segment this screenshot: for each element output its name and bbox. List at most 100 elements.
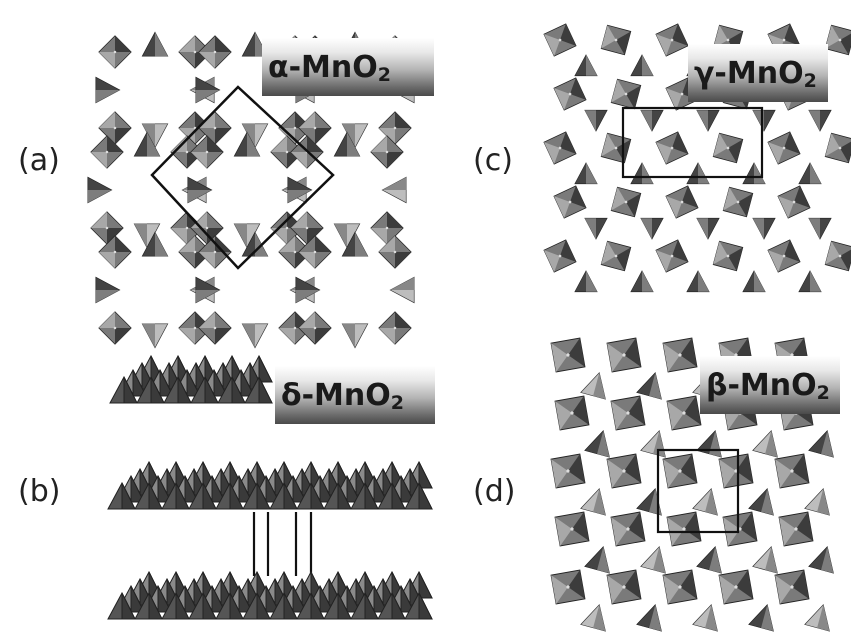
octahedron xyxy=(547,71,593,117)
octahedron xyxy=(686,270,710,293)
octahedron xyxy=(592,16,640,64)
octahedron xyxy=(132,369,147,397)
panel-label-a: (a) xyxy=(18,143,60,178)
octahedron xyxy=(229,482,244,510)
octahedron xyxy=(537,233,583,279)
octahedron xyxy=(141,323,169,349)
panel-label-d: (d) xyxy=(473,474,516,509)
octahedron xyxy=(121,592,136,620)
octahedron xyxy=(704,232,752,280)
octahedron xyxy=(592,124,640,172)
octahedron xyxy=(580,600,613,632)
octahedron xyxy=(378,311,412,345)
octahedron xyxy=(630,270,654,293)
octahedron xyxy=(121,482,136,510)
octahedron xyxy=(241,323,269,349)
panel-label-b: (b) xyxy=(18,474,61,509)
octahedron xyxy=(537,17,583,63)
octahedron xyxy=(391,482,406,510)
octahedron xyxy=(265,585,280,613)
octahedron xyxy=(211,475,226,503)
octahedron xyxy=(198,311,232,345)
octahedron xyxy=(141,31,169,57)
octahedron xyxy=(804,484,837,516)
octahedron xyxy=(686,162,710,185)
octahedron xyxy=(584,542,617,574)
octahedron xyxy=(630,162,654,185)
octahedron xyxy=(150,376,165,404)
octahedron xyxy=(198,35,232,69)
octahedron xyxy=(640,426,673,458)
octahedron xyxy=(148,592,163,620)
octahedron xyxy=(798,270,822,293)
octahedron xyxy=(584,109,608,132)
octahedron xyxy=(95,76,121,104)
octahedron xyxy=(752,109,776,132)
octahedron xyxy=(692,600,725,632)
delta-mno2-interlayer-bonds xyxy=(252,512,313,576)
octahedron xyxy=(256,482,271,510)
octahedron xyxy=(148,482,163,510)
octahedron xyxy=(748,484,781,516)
octahedron xyxy=(298,311,332,345)
octahedron xyxy=(761,125,807,171)
octahedron xyxy=(310,592,325,620)
octahedron xyxy=(418,482,433,510)
octahedron xyxy=(636,600,669,632)
octahedron xyxy=(574,162,598,185)
octahedron xyxy=(95,276,121,304)
octahedron xyxy=(177,376,192,404)
octahedron xyxy=(547,179,593,225)
octahedron xyxy=(636,484,669,516)
octahedron xyxy=(584,217,608,240)
octahedron xyxy=(319,585,334,613)
octahedron xyxy=(696,217,720,240)
phase-label-gamma: γ-MnO 2 xyxy=(688,44,828,102)
octahedron xyxy=(584,426,617,458)
octahedron xyxy=(337,592,352,620)
alpha-unit-cell xyxy=(150,85,335,270)
octahedron xyxy=(808,217,832,240)
octahedron xyxy=(256,592,271,620)
octahedron xyxy=(123,376,138,404)
delta-mno2-layer-upper xyxy=(107,460,433,510)
octahedron xyxy=(804,600,837,632)
octahedron xyxy=(649,125,695,171)
beta-unit-cell xyxy=(656,448,740,534)
gamma-unit-cell xyxy=(621,106,764,179)
octahedron xyxy=(696,426,729,458)
octahedron xyxy=(742,270,766,293)
octahedron xyxy=(594,325,654,385)
delta-mno2-layer-top-preview xyxy=(109,354,273,404)
octahedron xyxy=(640,109,664,132)
octahedron xyxy=(229,592,244,620)
octahedron xyxy=(175,482,190,510)
octahedron xyxy=(381,176,407,204)
octahedron xyxy=(204,376,219,404)
octahedron xyxy=(771,179,817,225)
octahedron xyxy=(310,482,325,510)
octahedron xyxy=(418,592,433,620)
octahedron xyxy=(346,585,361,613)
octahedron xyxy=(808,542,841,574)
octahedron xyxy=(130,475,145,503)
octahedron xyxy=(341,323,369,349)
octahedron xyxy=(752,542,785,574)
panel-label-c: (c) xyxy=(473,143,513,178)
octahedron xyxy=(283,482,298,510)
octahedron xyxy=(283,592,298,620)
octahedron xyxy=(808,109,832,132)
octahedron xyxy=(418,571,433,599)
octahedron xyxy=(592,232,640,280)
octahedron xyxy=(238,475,253,503)
octahedron xyxy=(418,461,433,489)
octahedron xyxy=(202,592,217,620)
octahedron xyxy=(574,54,598,77)
octahedron xyxy=(202,482,217,510)
octahedron xyxy=(649,233,695,279)
octahedron xyxy=(389,276,415,304)
octahedron xyxy=(537,125,583,171)
octahedron xyxy=(175,592,190,620)
octahedron xyxy=(640,542,673,574)
